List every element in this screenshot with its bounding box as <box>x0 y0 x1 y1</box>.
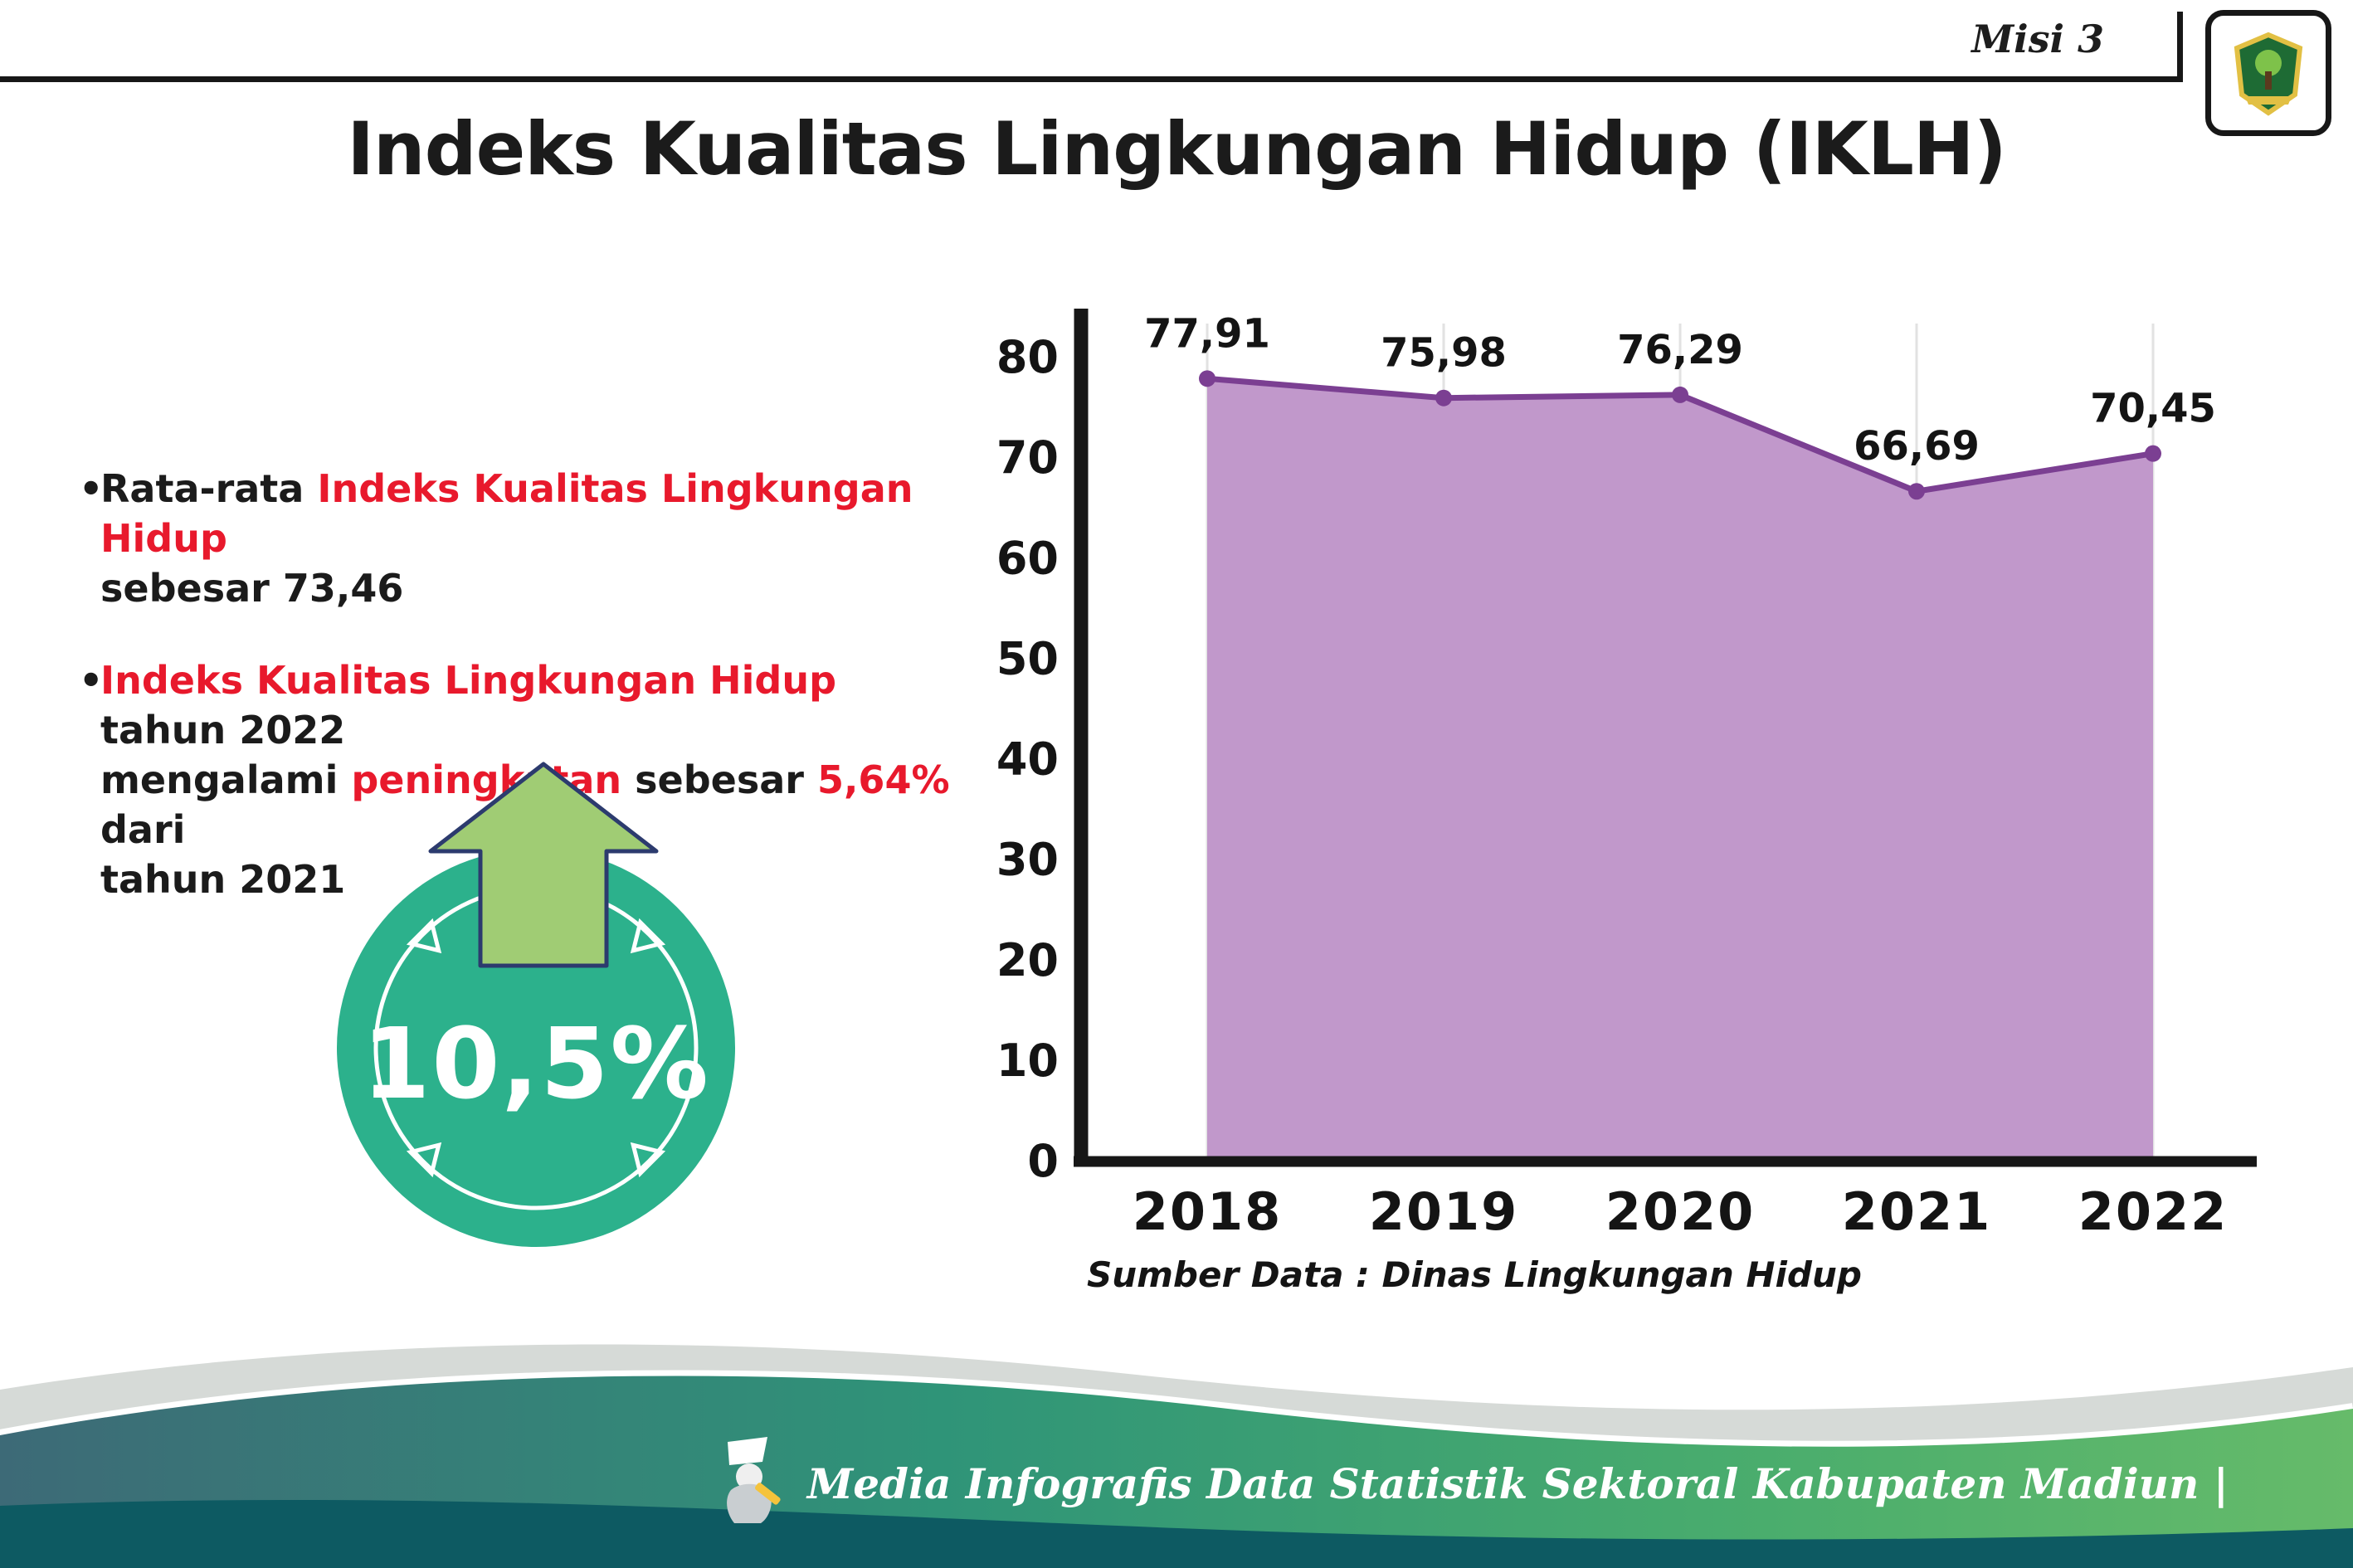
data-point <box>1672 386 1688 403</box>
mascot-icon <box>726 1437 781 1523</box>
data-point <box>1199 370 1215 387</box>
y-tick-label: 20 <box>996 934 1059 986</box>
header-rule <box>0 76 2177 82</box>
up-arrow-icon <box>428 762 659 968</box>
x-tick-label: 2019 <box>1369 1181 1519 1242</box>
value-label: 76,29 <box>1617 327 1743 373</box>
crest-icon <box>2234 32 2303 116</box>
data-point <box>1908 483 1925 500</box>
data-point <box>1435 389 1452 407</box>
footer-credit: Media Infografis Data Statistik Sektoral… <box>713 1437 2229 1530</box>
y-tick-label: 80 <box>996 331 1059 383</box>
y-tick-label: 10 <box>996 1035 1059 1087</box>
data-source: Sumber Data : Dinas Lingkungan Hidup <box>1087 1254 1862 1295</box>
misi-label: Misi 3 <box>1971 17 2104 61</box>
summary-bullets: Rata-rata Indeks Kualitas Lingkungan Hid… <box>79 465 975 947</box>
bullet-item-average: Rata-rata Indeks Kualitas Lingkungan Hid… <box>79 465 975 613</box>
value-label: 77,91 <box>1144 310 1270 357</box>
x-tick-label: 2021 <box>1842 1181 1992 1242</box>
page-title: Indeks Kualitas Lingkungan Hidup (IKLH) <box>347 106 2007 192</box>
y-tick-label: 70 <box>996 431 1059 484</box>
data-point <box>2145 445 2161 462</box>
iklh-area-chart: 0 10 20 30 40 50 60 70 80 2018 2019 2020 2021 2022 77,… <box>996 309 2257 1242</box>
increase-percentage: 10,5% <box>362 1006 710 1122</box>
y-tick-label: 60 <box>996 532 1059 584</box>
x-tick-label: 2022 <box>2078 1181 2229 1242</box>
value-label: 70,45 <box>2090 386 2216 432</box>
x-tick-label: 2020 <box>1605 1181 1756 1242</box>
y-tick-label: 30 <box>996 834 1059 886</box>
value-label: 75,98 <box>1381 330 1507 377</box>
x-tick-label: 2018 <box>1133 1181 1283 1242</box>
y-tick-label: 50 <box>996 632 1059 684</box>
area-fill <box>1207 378 2153 1161</box>
footer-wave <box>0 1344 2353 1568</box>
kabupaten-madiun-logo <box>2205 10 2331 136</box>
bullet-item-increase: Indeks Kualitas Lingkungan Hidup tahun 2… <box>79 656 975 904</box>
header-rule-corner <box>2177 12 2183 82</box>
footer-credit-text: Media Infografis Data Statistik Sektoral… <box>806 1458 2229 1508</box>
value-label: 66,69 <box>1854 423 1980 470</box>
y-tick-label: 40 <box>996 733 1059 786</box>
y-tick-label: 0 <box>1027 1135 1059 1187</box>
